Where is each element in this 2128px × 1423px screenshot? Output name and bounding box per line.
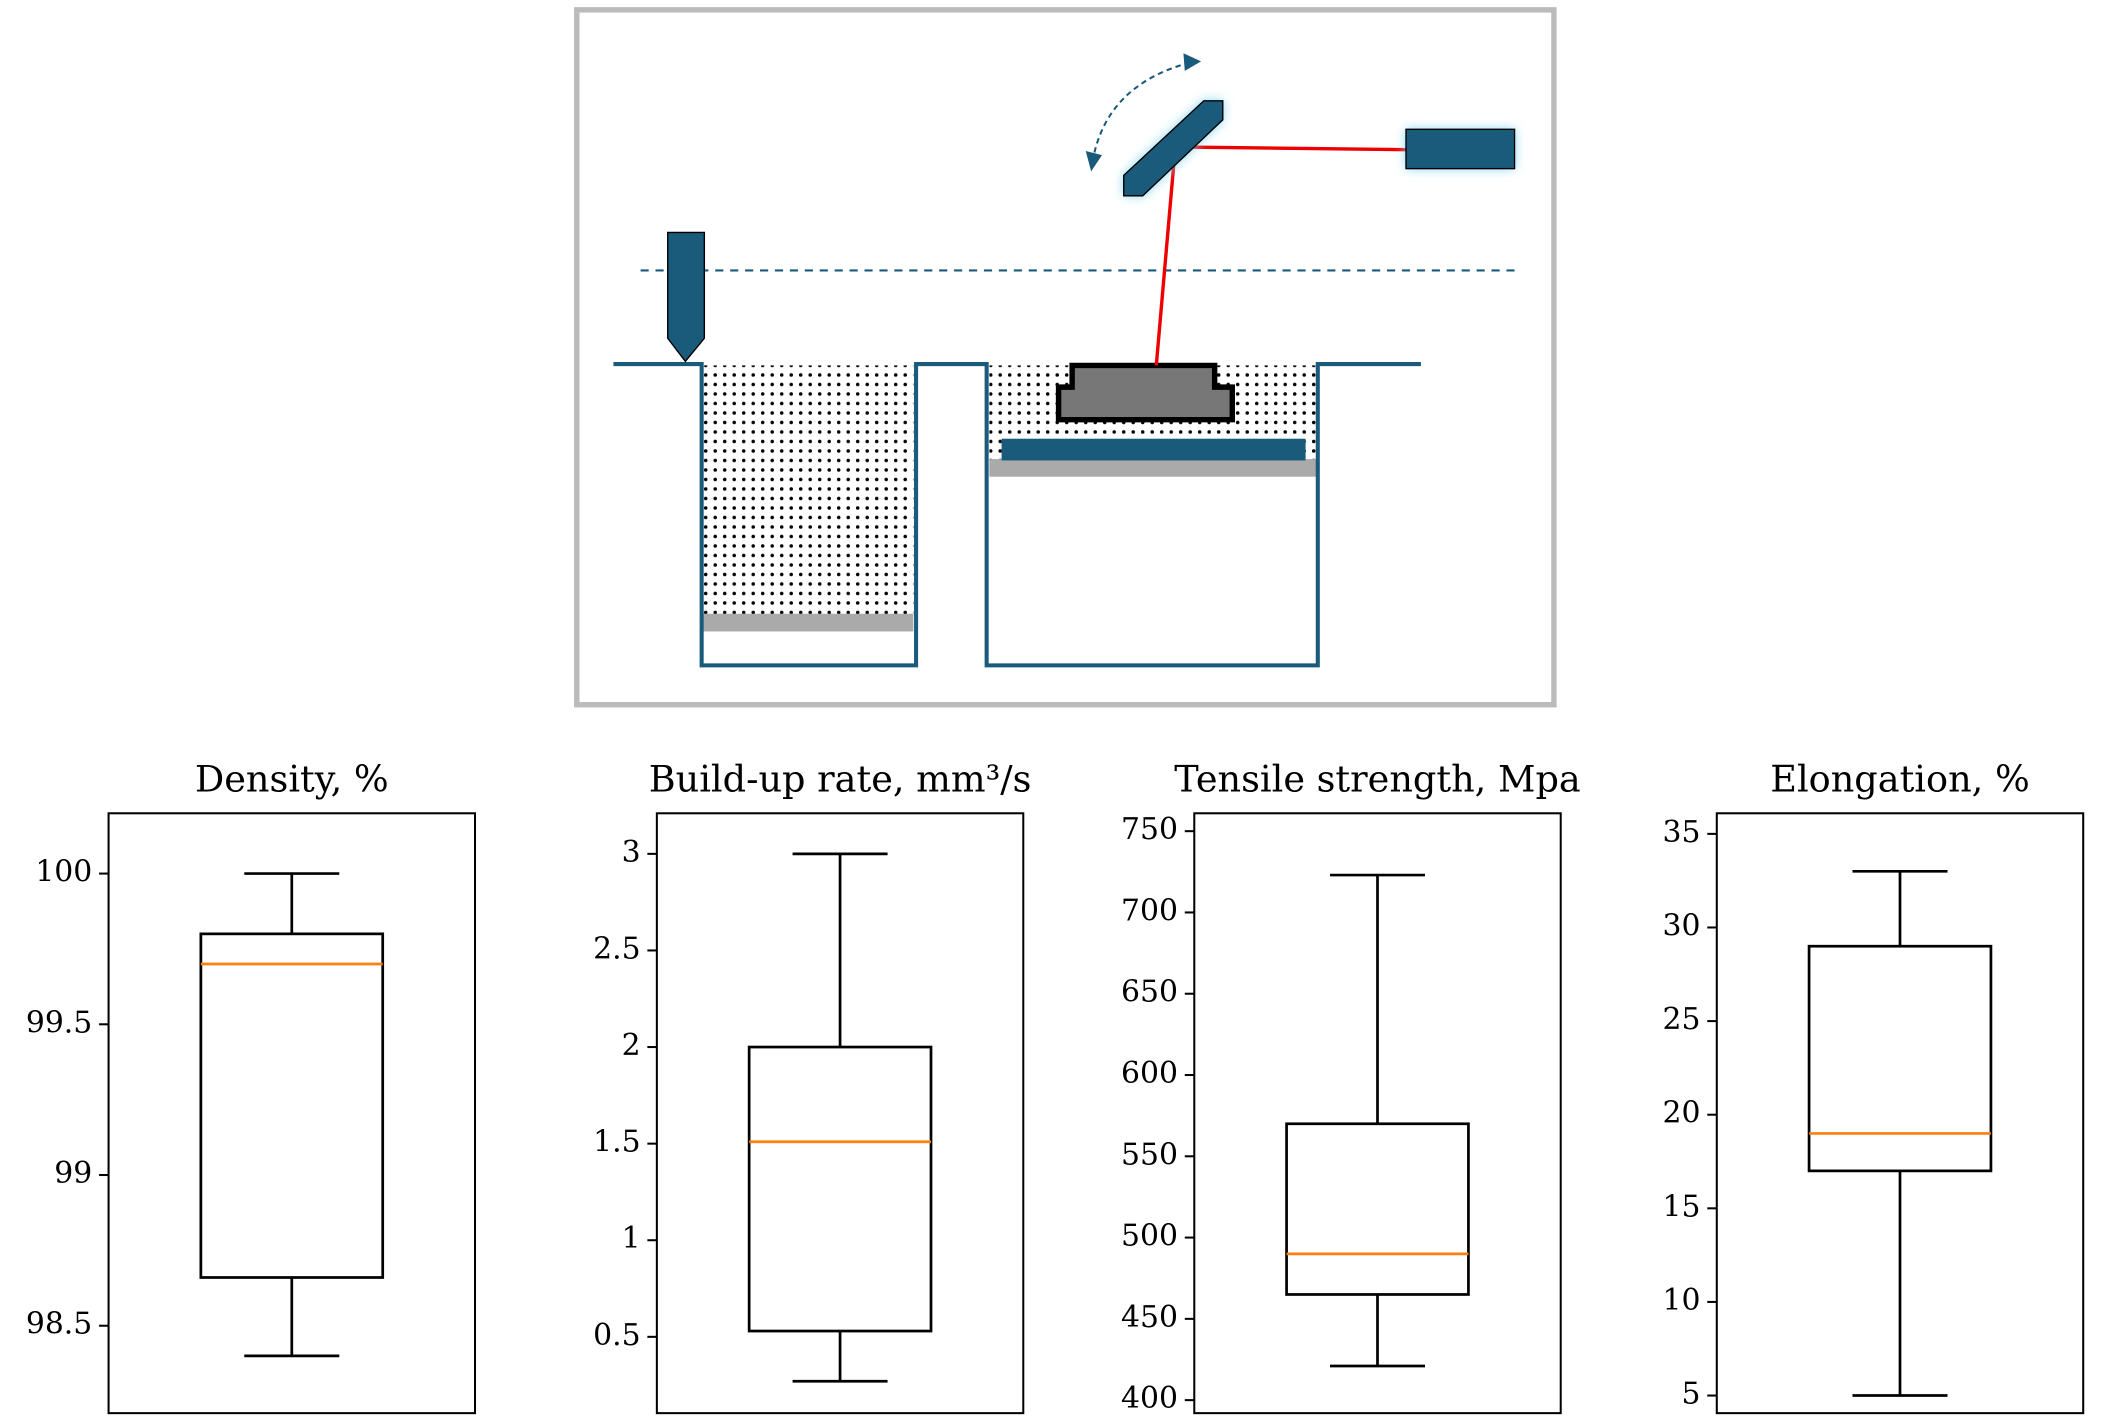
- panel-title: Tensile strength, Mpa: [1174, 758, 1581, 801]
- build-piston: [989, 459, 1318, 477]
- y-tick-label: 2: [622, 1028, 641, 1063]
- build-plate: [1001, 438, 1306, 461]
- powder-feed: [703, 365, 914, 617]
- y-tick-label: 20: [1663, 1096, 1701, 1131]
- scan-mirror: [1123, 100, 1224, 197]
- y-tick-label: 10: [1663, 1283, 1701, 1318]
- y-tick-label: 25: [1663, 1002, 1701, 1037]
- y-tick-label: 0.5: [593, 1318, 640, 1353]
- axes-frame: [107, 812, 477, 1415]
- y-tick-label: 650: [1121, 975, 1178, 1010]
- y-tick-label: 3: [622, 835, 641, 870]
- y-tick-label: 1: [622, 1221, 641, 1256]
- laser-source: [1405, 128, 1516, 170]
- axes-frame: [655, 812, 1025, 1415]
- feed-piston: [703, 613, 914, 632]
- y-tick-label: 700: [1121, 893, 1178, 928]
- y-tick-label: 400: [1121, 1381, 1178, 1416]
- recoater: [667, 231, 706, 363]
- y-tick-label: 450: [1121, 1300, 1178, 1335]
- process-diagram: [574, 7, 1557, 708]
- laser-beam: [1154, 145, 1407, 366]
- y-tick-label: 750: [1121, 812, 1178, 847]
- panel-title: Elongation, %: [1770, 758, 2030, 801]
- y-tick-label: 100: [35, 855, 92, 890]
- y-tick-label: 98.5: [26, 1307, 92, 1342]
- axes-frame: [1193, 812, 1562, 1415]
- y-tick-label: 5: [1682, 1377, 1701, 1412]
- axes-frame: [1715, 812, 2085, 1415]
- box: [199, 932, 385, 1279]
- y-tick-label: 550: [1121, 1137, 1178, 1172]
- y-tick-label: 35: [1663, 815, 1701, 850]
- y-tick-label: 1.5: [593, 1125, 640, 1160]
- y-tick-label: 99: [54, 1156, 92, 1191]
- part: [1055, 362, 1235, 423]
- chamber-wall: [613, 362, 1421, 668]
- box: [1807, 944, 1993, 1173]
- box: [747, 1045, 933, 1333]
- y-tick-label: 500: [1121, 1219, 1178, 1254]
- box: [1285, 1122, 1470, 1296]
- panel-title: Density, %: [195, 758, 389, 801]
- y-tick-label: 99.5: [26, 1005, 92, 1040]
- y-tick-label: 2.5: [593, 931, 640, 966]
- y-tick-label: 15: [1663, 1189, 1701, 1224]
- y-tick-label: 600: [1121, 1056, 1178, 1091]
- rotation-arrows: [1085, 53, 1202, 172]
- panel-title: Build-up rate, mm³/s: [649, 758, 1032, 801]
- y-tick-label: 30: [1663, 908, 1701, 943]
